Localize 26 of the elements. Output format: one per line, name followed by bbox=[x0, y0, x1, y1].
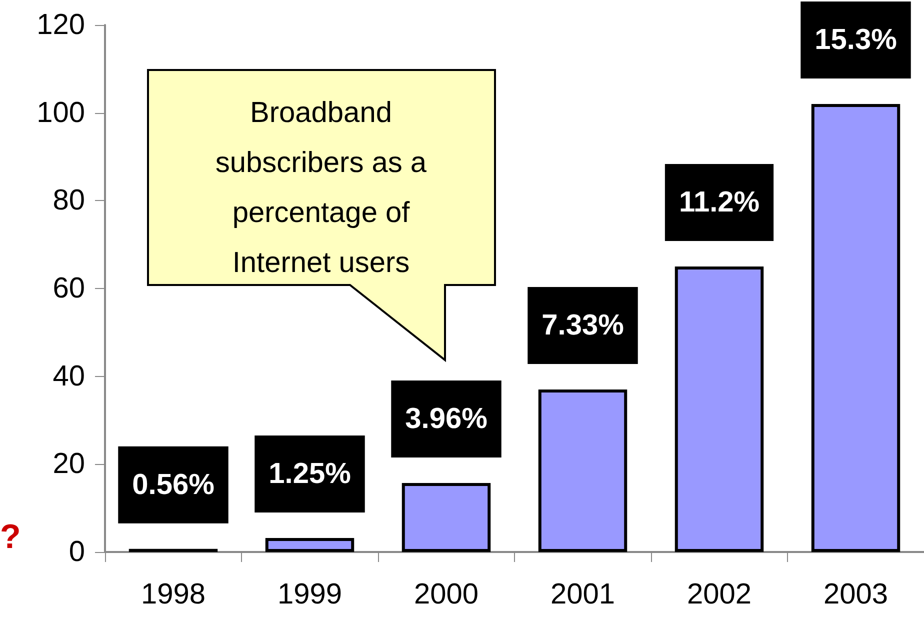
x-tick-label: 1999 bbox=[277, 578, 342, 610]
bar bbox=[811, 104, 900, 552]
y-tick-label: 100 bbox=[36, 96, 85, 129]
y-tick-label: 120 bbox=[36, 9, 85, 41]
y-tick-label: 0 bbox=[68, 536, 85, 568]
annotation: 0.56% bbox=[132, 468, 215, 501]
annotation: Broadband subscribers as a percentage of Internet users bbox=[215, 97, 428, 279]
bar bbox=[674, 266, 764, 552]
bar bbox=[402, 483, 491, 552]
annotation: 7.33% bbox=[542, 310, 624, 342]
bar bbox=[538, 390, 628, 552]
x-tick-label: 2001 bbox=[550, 578, 616, 610]
annotation: 11.2% bbox=[678, 186, 760, 219]
annotation: 15.3% bbox=[814, 24, 898, 56]
bar bbox=[265, 538, 354, 552]
x-tick-label: 2002 bbox=[686, 578, 752, 610]
annotation: 3.96% bbox=[405, 403, 488, 436]
y-tick-label: 60 bbox=[52, 272, 85, 304]
y-tick-label: 20 bbox=[52, 448, 85, 480]
y-tick-label: 40 bbox=[52, 360, 85, 392]
x-tick-label: 1998 bbox=[140, 578, 206, 610]
text: ? bbox=[0, 518, 21, 556]
annotation: 1.25% bbox=[268, 458, 352, 490]
y-tick-label: 80 bbox=[52, 184, 85, 217]
x-tick-label: 2003 bbox=[823, 578, 888, 610]
x-tick-label: 2000 bbox=[414, 578, 479, 610]
